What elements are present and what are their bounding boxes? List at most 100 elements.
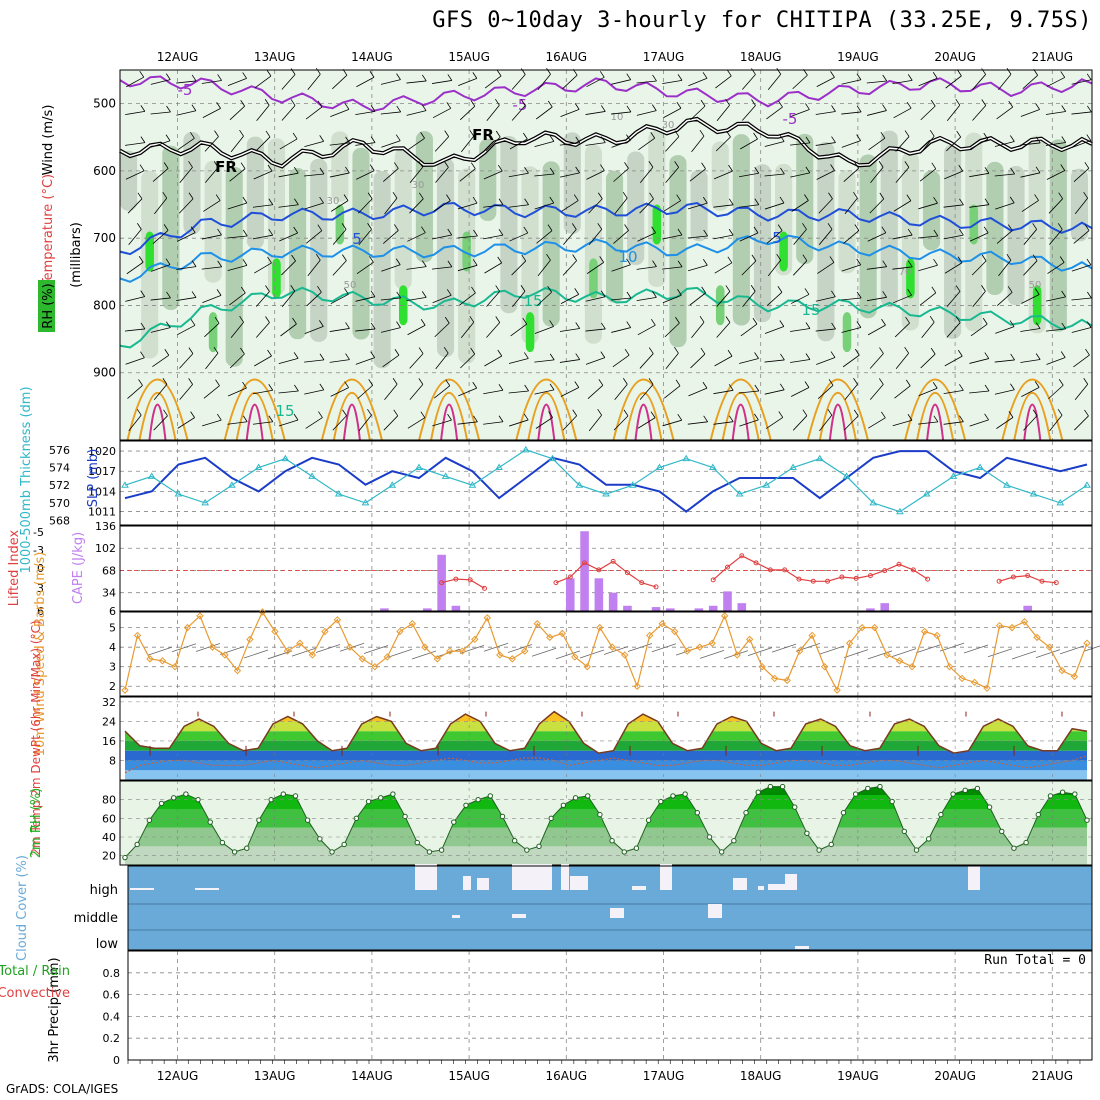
wind-barb bbox=[509, 138, 528, 150]
wind-barb bbox=[996, 417, 1014, 429]
li-marker bbox=[910, 567, 916, 573]
wind-barb-flag bbox=[879, 347, 884, 354]
wind-barb bbox=[278, 358, 299, 364]
wind-barb bbox=[892, 266, 913, 270]
wind-barb bbox=[484, 262, 502, 274]
wind-barb bbox=[843, 168, 859, 182]
wind-barb-flag bbox=[1034, 194, 1039, 201]
rh-shade bbox=[542, 161, 560, 327]
wind-barb-flag bbox=[930, 99, 936, 107]
wind10-marker bbox=[221, 651, 229, 659]
wind-barb bbox=[201, 234, 222, 240]
wind-barb-flag bbox=[165, 321, 171, 328]
y-tick-li: 3 bbox=[37, 582, 44, 595]
wind-barb-flag bbox=[599, 71, 605, 78]
wind-barb-flag bbox=[623, 409, 629, 417]
wind-barb-flag bbox=[955, 98, 961, 106]
rh2m-marker bbox=[852, 791, 859, 797]
wind-barb bbox=[384, 197, 398, 215]
wind-barb-flag bbox=[369, 71, 375, 78]
wind-barb-flag bbox=[522, 317, 528, 325]
wind10-marker bbox=[833, 686, 841, 694]
wind-barb-flag bbox=[136, 408, 142, 416]
wind-barb-flag bbox=[523, 226, 529, 234]
wind-barb bbox=[585, 111, 606, 115]
wind-barb-flag bbox=[290, 284, 296, 292]
wind-barb-flag bbox=[600, 351, 606, 358]
wind-barb bbox=[612, 354, 630, 368]
wind-barb bbox=[1073, 230, 1090, 244]
wind-barb-flag bbox=[293, 413, 299, 421]
wind-barb bbox=[738, 172, 759, 178]
wind-barb bbox=[943, 389, 964, 395]
wind-barb bbox=[332, 229, 347, 245]
wind-barb-flag bbox=[828, 192, 833, 199]
wind-barb-flag bbox=[319, 196, 324, 204]
x-tick-top: 19AUG bbox=[837, 50, 879, 64]
wind-barb-flag bbox=[524, 384, 529, 392]
rh2m-marker bbox=[670, 793, 676, 799]
wind10-marker bbox=[633, 682, 641, 690]
wind-barb-flag bbox=[779, 135, 785, 142]
wind-barb-flag bbox=[753, 226, 759, 234]
li-marker bbox=[753, 560, 759, 566]
wind-barb bbox=[893, 107, 912, 119]
wind-barb-flag bbox=[1035, 103, 1040, 110]
wind10-marker bbox=[446, 647, 454, 655]
wind-barb-flag bbox=[215, 379, 220, 386]
wind10-marker bbox=[658, 620, 666, 628]
wind-barb-flag bbox=[240, 286, 246, 294]
wind-barb-flag bbox=[138, 256, 144, 263]
wind10-marker bbox=[321, 627, 329, 636]
wind-barb bbox=[1071, 297, 1092, 301]
wind-barb-flag bbox=[703, 259, 708, 266]
wind-barb-flag bbox=[547, 224, 553, 231]
rh2m-marker bbox=[499, 813, 506, 820]
warm-contour bbox=[634, 403, 653, 441]
warm-contour bbox=[904, 378, 967, 441]
wind-barb-flag bbox=[856, 105, 862, 113]
wind-barb-flag bbox=[754, 384, 760, 392]
wind-barb bbox=[1073, 168, 1090, 182]
wind-barb bbox=[664, 322, 680, 338]
li-marker bbox=[839, 574, 845, 580]
rh-band bbox=[125, 846, 1087, 865]
wind-barb-flag bbox=[163, 224, 169, 231]
wind-barb bbox=[128, 229, 142, 245]
wind-barb bbox=[614, 197, 628, 215]
wind-barb-flag bbox=[830, 351, 836, 358]
wind-barb-flag bbox=[547, 286, 552, 293]
x-tick-bottom: 14AUG bbox=[351, 1069, 393, 1083]
wind-barb-flag bbox=[624, 348, 630, 356]
wind-barb-flag bbox=[829, 256, 835, 263]
rh2m-marker bbox=[962, 787, 968, 794]
rh2m-marker bbox=[999, 828, 1005, 835]
thickness-marker bbox=[201, 498, 210, 506]
cape-bar bbox=[580, 531, 589, 611]
wind-barb bbox=[1046, 357, 1066, 365]
thickness-marker bbox=[1083, 481, 1091, 488]
wind-barb-flag bbox=[904, 346, 909, 354]
wind-barb-flag bbox=[166, 291, 171, 299]
wind-barb-flag bbox=[140, 290, 146, 297]
wind-barb-flag bbox=[651, 104, 657, 111]
wind-barb bbox=[792, 260, 808, 276]
cape-bar bbox=[451, 605, 461, 611]
rh2m-marker bbox=[901, 828, 908, 835]
contour-label: FR bbox=[472, 126, 494, 144]
wind-barb bbox=[742, 290, 756, 308]
wind-barb-10m bbox=[843, 649, 869, 659]
wind-barb bbox=[739, 419, 759, 427]
wind-barb bbox=[585, 357, 605, 365]
wind-barb-flag bbox=[933, 229, 939, 237]
wind-barb-10m bbox=[963, 644, 989, 654]
wind10-marker bbox=[646, 631, 654, 640]
wind10-marker bbox=[546, 633, 554, 642]
wind-barb bbox=[841, 297, 862, 301]
wind-barb bbox=[177, 324, 196, 336]
wind-barb-flag bbox=[215, 194, 221, 201]
wind-barb-flag bbox=[626, 321, 632, 328]
wind-barb bbox=[204, 322, 220, 338]
wind-barb-flag bbox=[547, 100, 553, 108]
wind-barb-flag bbox=[955, 316, 961, 323]
